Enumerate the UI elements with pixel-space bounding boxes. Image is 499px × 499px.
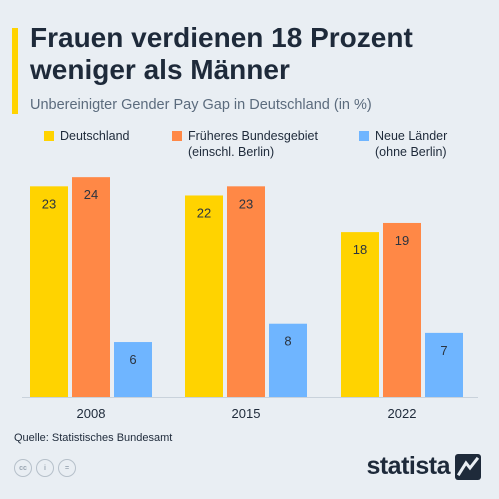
bar-2008-series-1 bbox=[30, 186, 68, 397]
bar-2015-series-1 bbox=[185, 195, 223, 397]
title-accent-bar bbox=[12, 28, 18, 114]
legend-label-deutschland: Deutschland bbox=[60, 129, 130, 143]
brand-name: statista bbox=[366, 452, 450, 480]
legend: Deutschland Früheres Bundesgebiet (einsc… bbox=[0, 128, 499, 164]
data-label-2008-series-1: 23 bbox=[42, 196, 56, 211]
legend-item-neue-laender: Neue Länder (ohne Berlin) bbox=[359, 128, 447, 160]
x-tick-label-2015: 2015 bbox=[232, 406, 261, 421]
data-label-2015-series-2: 23 bbox=[239, 196, 253, 211]
source-note: Quelle: Statistisches Bundesamt bbox=[14, 432, 173, 444]
bar-2008-series-2 bbox=[72, 177, 110, 397]
data-label-2022-series-1: 18 bbox=[353, 242, 367, 257]
data-label-2008-series-3: 6 bbox=[129, 352, 136, 367]
bar-2008-series-3 bbox=[114, 342, 152, 397]
nd-icon[interactable]: = bbox=[58, 459, 76, 477]
legend-item-deutschland: Deutschland bbox=[44, 128, 130, 144]
statista-logo-icon bbox=[455, 453, 481, 480]
x-tick-label-2022: 2022 bbox=[388, 406, 417, 421]
x-tick-label-2008: 2008 bbox=[77, 406, 106, 421]
legend-label-frueheres-bundesgebiet: Früheres Bundesgebiet (einschl. Berlin) bbox=[188, 129, 318, 159]
legend-swatch-deutschland bbox=[44, 131, 54, 141]
data-label-2022-series-2: 19 bbox=[395, 233, 409, 248]
legend-swatch-neue-laender bbox=[359, 131, 369, 141]
data-label-2022-series-3: 7 bbox=[440, 343, 447, 358]
bar-2015-series-2 bbox=[227, 186, 265, 397]
legend-item-frueheres-bundesgebiet: Früheres Bundesgebiet (einschl. Berlin) bbox=[172, 128, 318, 160]
data-label-2015-series-3: 8 bbox=[284, 334, 291, 349]
chart-subtitle: Unbereinigter Gender Pay Gap in Deutschl… bbox=[30, 97, 372, 113]
statista-brand[interactable]: statista bbox=[366, 452, 481, 481]
data-label-2008-series-2: 24 bbox=[84, 187, 98, 202]
bar-2022-series-1 bbox=[341, 232, 379, 397]
cc-icon[interactable]: cc bbox=[14, 459, 32, 477]
bar-2022-series-2 bbox=[383, 222, 421, 397]
by-icon[interactable]: i bbox=[36, 459, 54, 477]
bar-2022-series-3 bbox=[425, 332, 463, 397]
license-icons: cc i = bbox=[14, 459, 76, 477]
data-label-2015-series-1: 22 bbox=[197, 205, 211, 220]
chart-title: Frauen verdienen 18 Prozent weniger als … bbox=[30, 22, 413, 85]
legend-label-neue-laender: Neue Länder (ohne Berlin) bbox=[375, 129, 448, 159]
legend-swatch-frueheres-bundesgebiet bbox=[172, 131, 182, 141]
bar-2015-series-3 bbox=[269, 323, 307, 397]
